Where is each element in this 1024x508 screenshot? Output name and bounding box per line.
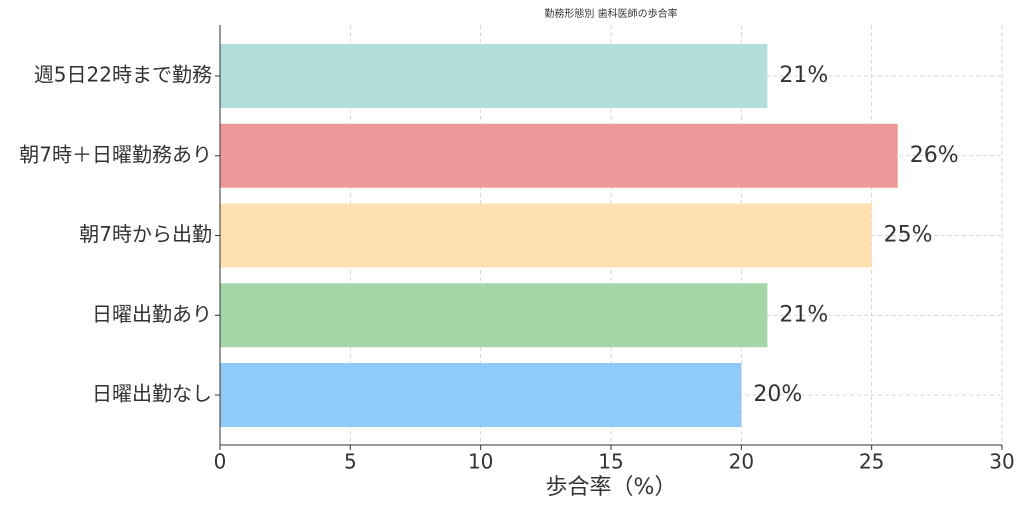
bar [220, 283, 768, 348]
y-tick-label: 週5日22時まで勤務 [34, 63, 212, 87]
value-label: 26% [910, 143, 959, 168]
x-tick-label: 0 [214, 450, 227, 474]
value-label: 21% [779, 63, 828, 88]
value-label: 21% [779, 302, 828, 327]
x-tick-label: 10 [468, 450, 493, 474]
y-tick-label: 日曜出勤あり [92, 302, 212, 326]
y-tick-label: 朝7時から出勤 [79, 222, 212, 246]
y-tick-label: 朝7時＋日曜勤務あり [19, 142, 212, 166]
x-tick-label: 30 [989, 450, 1014, 474]
x-tick-label: 25 [859, 450, 884, 474]
chart-title: 勤務形態別 歯科医師の歩合率 [544, 7, 677, 20]
value-label: 20% [753, 382, 802, 407]
bar [220, 363, 742, 427]
bar [220, 203, 872, 268]
bar [220, 123, 898, 188]
x-tick-label: 5 [344, 450, 357, 474]
x-tick-label: 20 [729, 450, 754, 474]
value-label: 25% [884, 223, 933, 248]
y-tick-label: 日曜出勤なし [92, 382, 212, 406]
x-axis-label: 歩合率（%） [546, 475, 677, 500]
bar [220, 44, 768, 108]
x-tick-label: 15 [598, 450, 623, 474]
